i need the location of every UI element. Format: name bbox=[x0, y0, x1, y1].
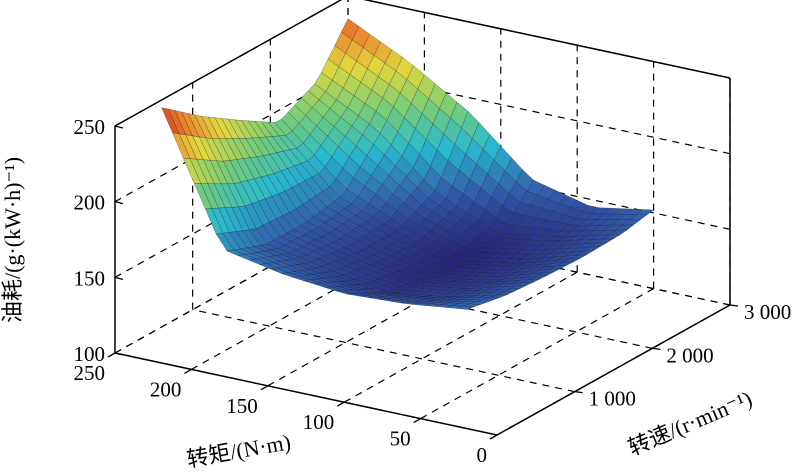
fuel-tick-label: 100 bbox=[74, 342, 106, 366]
fuel-tick-label: 150 bbox=[74, 266, 106, 290]
torque-axis-label: 转矩/(N·m) bbox=[185, 429, 293, 472]
fuel-tick-mark bbox=[114, 352, 124, 356]
torque-tick-mark bbox=[413, 418, 421, 424]
grid-line bbox=[192, 309, 575, 393]
fuel-tick-mark bbox=[114, 201, 124, 205]
frame-edge bbox=[363, 0, 731, 79]
torque-tick-label: 200 bbox=[150, 377, 182, 401]
grid-line bbox=[343, 271, 578, 403]
torque-tick-mark bbox=[107, 352, 116, 358]
speed-tick-label: 3 000 bbox=[744, 300, 791, 324]
speed-tick-label: 2 000 bbox=[666, 343, 713, 367]
fuel-tick-label: 200 bbox=[74, 191, 106, 215]
speed-tick-label: 1 000 bbox=[589, 387, 636, 411]
torque-tick-label: 0 bbox=[477, 443, 488, 467]
speed-tick-mark bbox=[729, 304, 739, 307]
torque-tick-label: 250 bbox=[74, 361, 106, 385]
torque-tick-label: 50 bbox=[390, 427, 411, 451]
speed-axis-label: 转速/(r·min⁻¹) bbox=[624, 386, 755, 461]
torque-tick-label: 150 bbox=[226, 394, 258, 418]
fuel-tick-mark bbox=[114, 125, 124, 129]
speed-axis-line bbox=[496, 304, 731, 436]
surface-patch bbox=[456, 305, 474, 310]
torque-axis-line bbox=[114, 352, 498, 436]
torque-tick-mark bbox=[260, 385, 269, 391]
torque-tick-mark bbox=[184, 368, 192, 374]
speed-tick-mark bbox=[574, 391, 583, 394]
speed-tick-mark bbox=[652, 347, 661, 350]
fuel-tick-label: 250 bbox=[74, 115, 106, 139]
fuel-tick-mark bbox=[114, 276, 124, 280]
torque-tick-label: 100 bbox=[303, 410, 335, 434]
grid-line bbox=[420, 288, 654, 420]
surface bbox=[161, 18, 655, 310]
torque-tick-mark bbox=[489, 434, 498, 440]
fuel-axis-label: 油耗/(g·(kW·h)⁻¹) bbox=[0, 157, 25, 323]
frame-edge bbox=[114, 0, 343, 127]
torque-tick-mark bbox=[336, 401, 345, 407]
